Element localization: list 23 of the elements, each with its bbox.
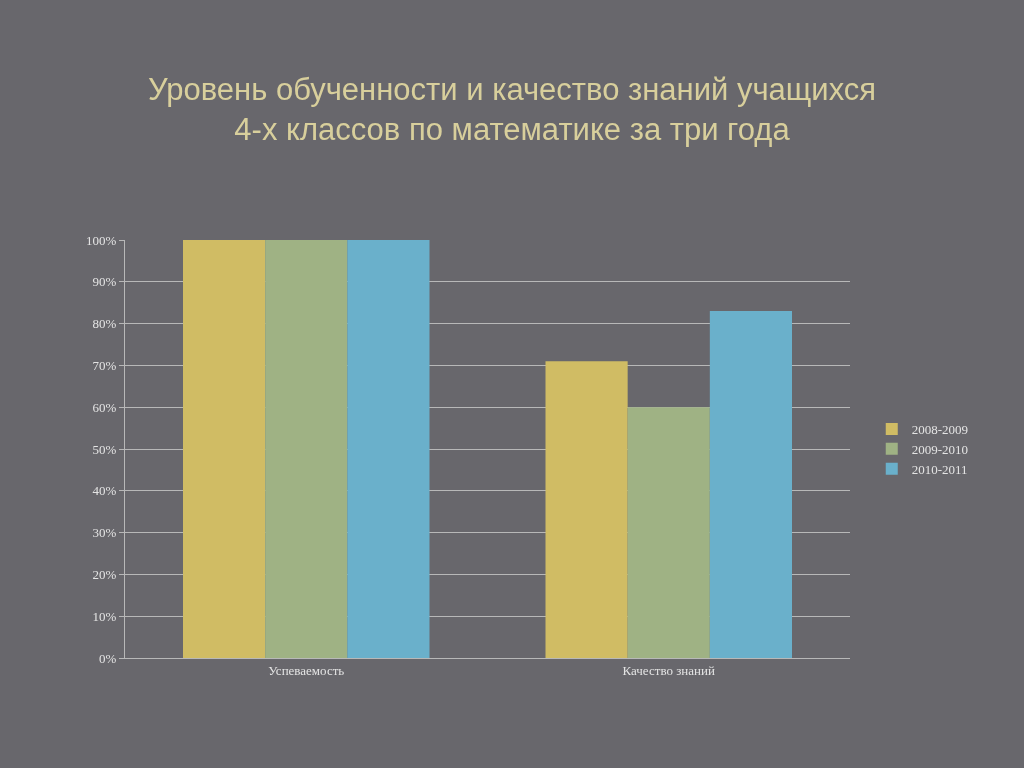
y-tick-label: 60% <box>92 399 117 415</box>
bar <box>709 311 792 658</box>
legend-label: 2009-2010 <box>911 441 969 457</box>
bar <box>183 240 266 658</box>
y-tick-label: 100% <box>86 232 117 248</box>
y-tick-label: 70% <box>92 357 117 373</box>
y-tick-label: 10% <box>92 608 117 624</box>
legend-label: 2008-2009 <box>911 422 969 438</box>
y-tick-label: 90% <box>92 274 117 290</box>
y-tick-label: 0% <box>99 650 117 666</box>
y-tick-label: 20% <box>92 566 117 582</box>
bar <box>265 240 348 658</box>
y-tick-label: 80% <box>92 316 117 332</box>
x-tick-label: Качество знаний <box>622 662 715 678</box>
bar <box>545 361 628 658</box>
chart-title: Уровень обученности и качество знаний учащихся 4-х классов по математике за три года <box>147 72 877 148</box>
legend-label: 2010-2011 <box>911 461 968 477</box>
bar <box>347 240 430 658</box>
y-tick-label: 50% <box>92 441 117 457</box>
y-tick-label: 40% <box>92 483 117 499</box>
y-tick-label: 30% <box>92 525 117 541</box>
x-tick-label: Успеваемость <box>268 662 345 678</box>
bar <box>627 407 710 658</box>
